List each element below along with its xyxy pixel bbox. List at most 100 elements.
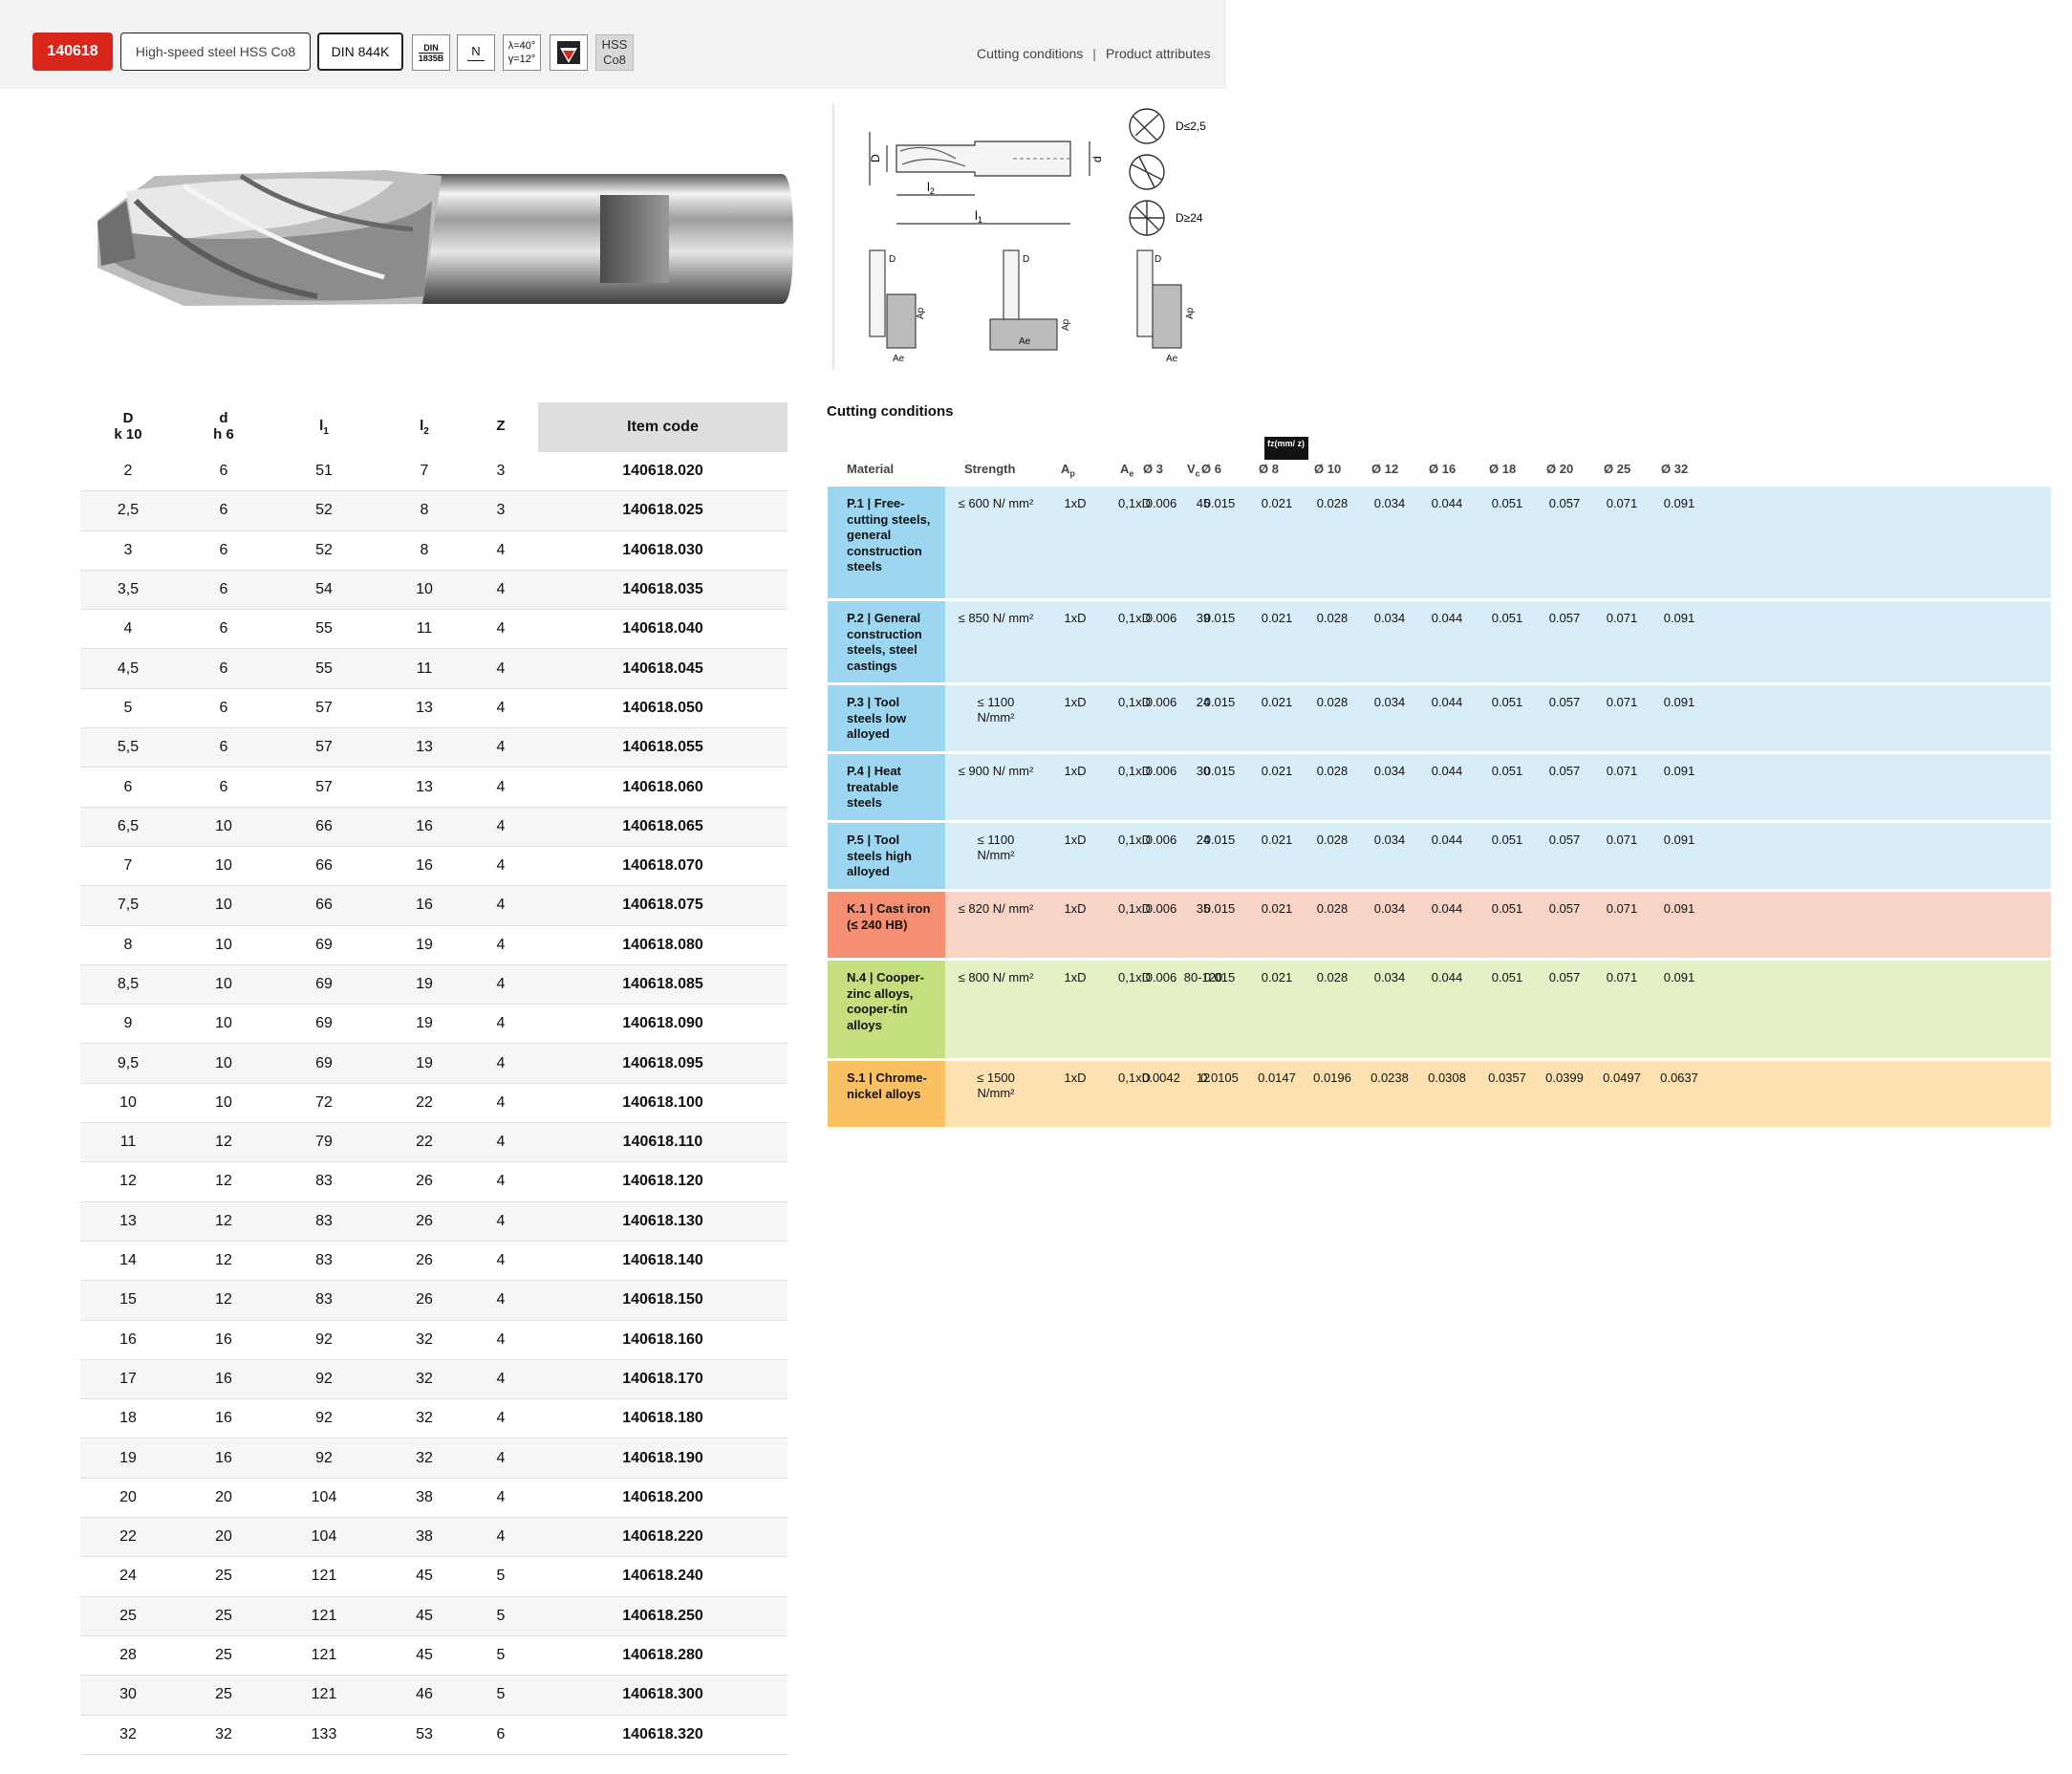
hss-co8-icon: HSS Co8 (595, 34, 634, 71)
cell-fz: 0.021 (1261, 496, 1293, 510)
cell-z: 5 (496, 1568, 506, 1585)
cell-d: 12 (215, 1252, 232, 1269)
cell-item-code[interactable]: 140618.075 (622, 897, 703, 914)
cell-l2: 32 (416, 1410, 433, 1427)
cell-fz: 0.006 (1145, 970, 1177, 984)
cell-ae: 0,1xD (1118, 1071, 1151, 1085)
cell-d: 6 (219, 502, 228, 519)
cell-z: 4 (496, 1134, 506, 1151)
cell-item-code[interactable]: 140618.065 (622, 817, 703, 834)
cell-l1: 55 (315, 620, 333, 638)
cell-item-code[interactable]: 140618.240 (622, 1568, 703, 1585)
cell-item-code[interactable]: 140618.050 (622, 699, 703, 716)
header-material: Material (847, 462, 895, 476)
cell-item-code[interactable]: 140618.200 (622, 1488, 703, 1505)
cell-fz: 0.044 (1431, 833, 1463, 847)
cell-fz: 0.051 (1491, 833, 1523, 847)
cell-item-code[interactable]: 140618.250 (622, 1607, 703, 1624)
table-row: 25 25 121 45 5 140618.250 (80, 1596, 788, 1636)
cell-item-code[interactable]: 140618.190 (622, 1449, 703, 1466)
cell-item-code[interactable]: 140618.110 (622, 1134, 703, 1151)
cell-item-code[interactable]: 140618.140 (622, 1252, 703, 1269)
cell-item-code[interactable]: 140618.220 (622, 1528, 703, 1546)
cell-strength: ≤ 900 N/ mm² (958, 764, 1034, 778)
cell-material: S.1 | Chrome-nickel alloys (828, 1061, 945, 1127)
header-D: D k 10 (80, 410, 176, 443)
table-row: 13 12 83 26 4 140618.130 (80, 1201, 788, 1242)
cell-item-code[interactable]: 140618.170 (622, 1370, 703, 1387)
cell-fz: 0.021 (1261, 970, 1293, 984)
header-diameter: Ø 8 (1259, 462, 1279, 476)
cell-vc: 35 (1196, 901, 1211, 916)
cell-D: 32 (119, 1725, 137, 1742)
cell-item-code[interactable]: 140618.025 (622, 502, 703, 519)
helix-angle-line1: λ=40° (507, 40, 536, 52)
cell-item-code[interactable]: 140618.030 (622, 541, 703, 558)
cell-fz: 0.0637 (1660, 1071, 1698, 1085)
table-row: 8 10 69 19 4 140618.080 (80, 926, 788, 965)
cell-item-code[interactable]: 140618.090 (622, 1015, 703, 1032)
cell-item-code[interactable]: 140618.080 (622, 936, 703, 953)
label-D: D (869, 154, 882, 162)
cell-z: 4 (496, 1212, 506, 1229)
dimensions-table: D k 10 d h 6 l1 l2 Z Item code 2 6 51 7 3 140… (80, 402, 788, 1755)
cell-d: 6 (219, 699, 228, 716)
cell-item-code[interactable]: 140618.130 (622, 1212, 703, 1229)
cell-item-code[interactable]: 140618.300 (622, 1686, 703, 1703)
cell-d: 10 (215, 936, 232, 953)
cell-item-code[interactable]: 140618.120 (622, 1173, 703, 1190)
header-d-line2: h 6 (213, 426, 234, 443)
cell-item-code[interactable]: 140618.020 (622, 463, 703, 480)
cell-item-code[interactable]: 140618.070 (622, 857, 703, 875)
cell-item-code[interactable]: 140618.045 (622, 660, 703, 677)
cell-D: 20 (119, 1488, 137, 1505)
header-diameter: Ø 32 (1661, 462, 1689, 476)
cell-item-code[interactable]: 140618.180 (622, 1410, 703, 1427)
cell-d: 16 (215, 1449, 232, 1466)
cell-item-code[interactable]: 140618.320 (622, 1725, 703, 1742)
cell-fz: 0.057 (1548, 901, 1581, 916)
cell-item-code[interactable]: 140618.160 (622, 1330, 703, 1348)
cell-D: 10 (119, 1093, 137, 1111)
cell-ae: 0,1xD (1118, 970, 1151, 984)
cell-item-code[interactable]: 140618.095 (622, 1054, 703, 1071)
cell-d: 16 (215, 1330, 232, 1348)
cell-item-code[interactable]: 140618.280 (622, 1647, 703, 1664)
cell-item-code[interactable]: 140618.085 (622, 976, 703, 992)
cell-item-code[interactable]: 140618.060 (622, 778, 703, 795)
cell-l1: 79 (315, 1134, 333, 1151)
header-ap: Ap (1061, 462, 1075, 479)
standard-chip[interactable]: DIN 844K (317, 32, 403, 71)
cell-l2: 32 (416, 1330, 433, 1348)
material-chip[interactable]: High-speed steel HSS Co8 (120, 32, 311, 71)
cell-l2: 19 (416, 1015, 433, 1032)
cell-ae: 0,1xD (1118, 611, 1151, 625)
label-small-diameter: D≤2,5 (1176, 119, 1206, 133)
cell-vc: 24 (1196, 833, 1211, 847)
cell-z: 4 (496, 817, 506, 834)
table-row: 6,5 10 66 16 4 140618.065 (80, 807, 788, 847)
cell-l2: 38 (416, 1488, 433, 1505)
cell-D: 28 (119, 1647, 137, 1664)
cell-d: 25 (215, 1686, 232, 1703)
usage1-ap: Ap (916, 307, 926, 319)
cell-D: 9 (123, 1015, 133, 1032)
header-item-code: Item code (538, 402, 788, 452)
cell-fz: 0.034 (1373, 764, 1406, 778)
cell-l1: 57 (315, 739, 333, 756)
cell-item-code[interactable]: 140618.040 (622, 620, 703, 638)
cell-item-code[interactable]: 140618.150 (622, 1291, 703, 1309)
cell-fz: 0.034 (1373, 496, 1406, 510)
cell-fz: 0.071 (1606, 764, 1638, 778)
cell-fz: 0.015 (1203, 833, 1236, 847)
cell-item-code[interactable]: 140618.055 (622, 739, 703, 756)
cell-ae: 0,1xD (1118, 901, 1151, 916)
cell-item-code[interactable]: 140618.035 (622, 581, 703, 598)
cell-item-code[interactable]: 140618.100 (622, 1093, 703, 1111)
product-attributes-link[interactable]: Product attributes (1105, 46, 1211, 61)
cell-d: 10 (215, 976, 232, 992)
cell-material: P.1 | Free-cutting steels, general const… (828, 487, 945, 598)
cell-l1: 66 (315, 857, 333, 875)
cutting-conditions-link[interactable]: Cutting conditions (977, 46, 1084, 61)
cell-z: 4 (496, 1410, 506, 1427)
